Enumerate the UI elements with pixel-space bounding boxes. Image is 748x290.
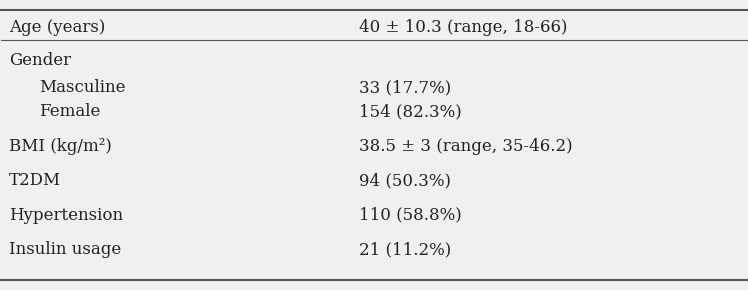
Text: 40 ± 10.3 (range, 18-66): 40 ± 10.3 (range, 18-66)	[359, 19, 568, 36]
Text: 94 (50.3%): 94 (50.3%)	[359, 172, 451, 189]
Text: Gender: Gender	[9, 52, 71, 69]
Text: 154 (82.3%): 154 (82.3%)	[359, 104, 462, 120]
Text: T2DM: T2DM	[9, 172, 61, 189]
Text: 110 (58.8%): 110 (58.8%)	[359, 207, 462, 224]
Text: BMI (kg/m²): BMI (kg/m²)	[9, 138, 111, 155]
Text: 21 (11.2%): 21 (11.2%)	[359, 241, 451, 258]
Text: Hypertension: Hypertension	[9, 207, 123, 224]
Text: 38.5 ± 3 (range, 35-46.2): 38.5 ± 3 (range, 35-46.2)	[359, 138, 573, 155]
Text: Insulin usage: Insulin usage	[9, 241, 121, 258]
Text: 33 (17.7%): 33 (17.7%)	[359, 79, 451, 96]
Text: Female: Female	[39, 104, 100, 120]
Text: Masculine: Masculine	[39, 79, 125, 96]
Text: Age (years): Age (years)	[9, 19, 105, 36]
